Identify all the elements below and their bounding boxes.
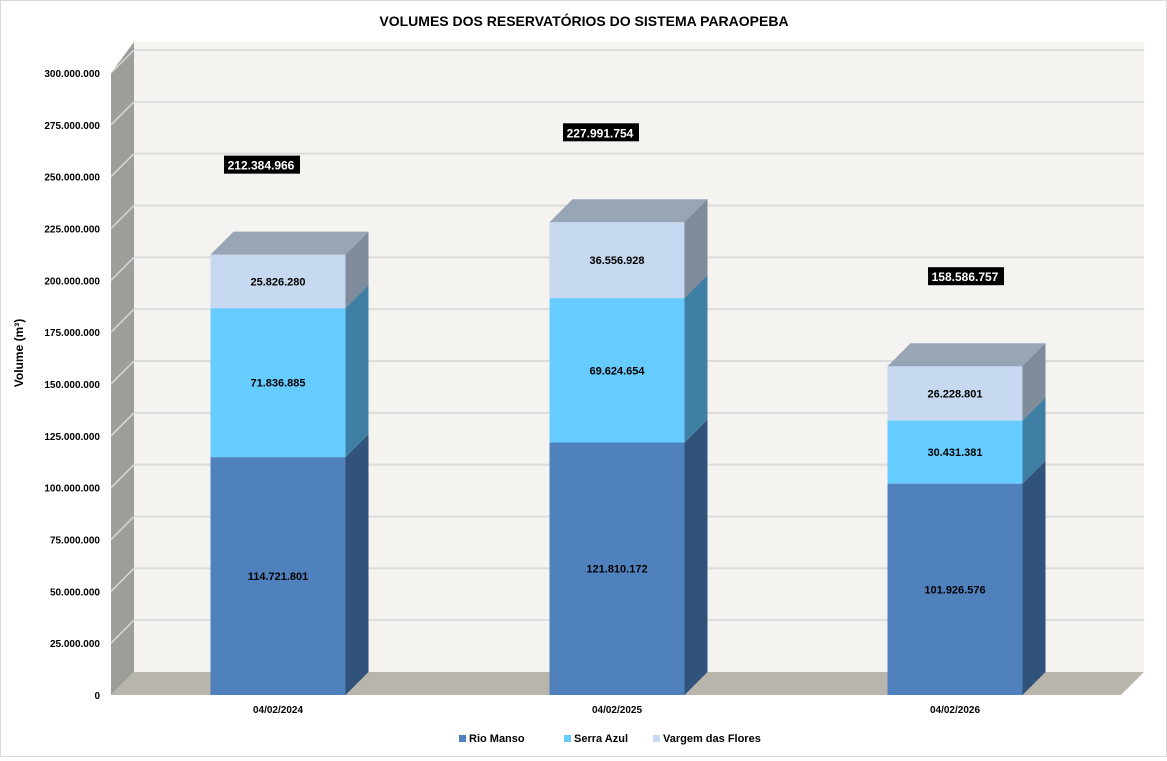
legend-label: Serra Azul	[574, 733, 628, 745]
y-tick-label: 175.000.000	[44, 328, 100, 339]
total-label: 158.586.757	[932, 270, 999, 284]
bar-segment	[887, 366, 1023, 421]
data-label: 71.836.885	[250, 378, 305, 390]
x-tick-label: 04/02/2025	[592, 705, 642, 716]
gridline-side	[110, 412, 135, 437]
total-label-box	[563, 123, 639, 142]
gridline-side	[110, 49, 135, 74]
y-tick-label: 75.000.000	[50, 536, 100, 547]
gridline-side	[110, 308, 135, 333]
total-label-box	[928, 267, 1004, 286]
x-tick-label: 04/02/2024	[253, 705, 303, 716]
bar-top	[549, 199, 708, 223]
bar-side	[345, 434, 369, 695]
bar-side	[684, 199, 708, 299]
bar-segment	[549, 298, 685, 443]
y-tick-label: 250.000.000	[44, 173, 100, 184]
gridline-side	[110, 360, 135, 385]
y-tick-label: 25.000.000	[50, 639, 100, 650]
data-label: 26.228.801	[927, 388, 982, 400]
gridline-side	[110, 619, 135, 644]
bar-segment	[549, 442, 685, 695]
y-tick-label: 0	[94, 691, 100, 702]
data-label: 30.431.381	[927, 447, 982, 459]
chart-title: VOLUMES DOS RESERVATÓRIOS DO SISTEMA PAR…	[379, 12, 788, 29]
data-label: 25.826.280	[250, 276, 305, 288]
y-tick-label: 300.000.000	[44, 69, 100, 80]
bar-top	[210, 231, 369, 255]
gridline-side	[110, 256, 135, 281]
bar-side	[345, 231, 369, 309]
total-label: 227.991.754	[567, 126, 634, 140]
y-tick-label: 150.000.000	[44, 380, 100, 391]
y-tick-label: 125.000.000	[44, 432, 100, 443]
bar-segment	[210, 308, 346, 458]
y-tick-label: 225.000.000	[44, 225, 100, 236]
y-tick-label: 100.000.000	[44, 484, 100, 495]
bar-side	[345, 285, 369, 458]
legend-swatch	[653, 735, 660, 742]
gridline-side	[110, 567, 135, 592]
y-tick-label: 200.000.000	[44, 276, 100, 287]
bar-side	[1022, 397, 1046, 484]
legend-swatch	[564, 735, 571, 742]
legend-label: Rio Manso	[469, 733, 525, 745]
bar-segment	[887, 420, 1023, 484]
bar-segment	[210, 254, 346, 309]
total-label-box	[224, 155, 300, 174]
bar-side	[684, 275, 708, 443]
y-tick-label: 275.000.000	[44, 121, 100, 132]
gridline-side	[110, 464, 135, 489]
bar-side	[684, 419, 708, 695]
x-tick-label: 04/02/2026	[930, 705, 980, 716]
legend-swatch	[459, 735, 466, 742]
legend-label: Vargem das Flores	[663, 733, 761, 745]
bar-top	[887, 343, 1046, 367]
bar-segment	[887, 483, 1023, 695]
data-label: 114.721.801	[248, 571, 309, 583]
data-label: 69.624.654	[589, 365, 645, 377]
bar-segment	[210, 457, 346, 695]
y-axis-label: Volume (m³)	[12, 319, 26, 387]
data-label: 121.810.172	[586, 564, 647, 576]
gridline-side	[110, 153, 135, 178]
bar-segment	[549, 222, 685, 299]
y-tick-label: 50.000.000	[50, 587, 100, 598]
gridline-side	[110, 515, 135, 541]
data-label: 36.556.928	[589, 255, 644, 267]
bar-side	[1022, 343, 1046, 421]
gridline-side	[110, 204, 135, 230]
data-label: 101.926.576	[924, 584, 985, 596]
bar-side	[1022, 460, 1046, 695]
side-wall	[111, 42, 134, 695]
gridline-side	[110, 101, 135, 126]
total-label: 212.384.966	[228, 159, 295, 173]
